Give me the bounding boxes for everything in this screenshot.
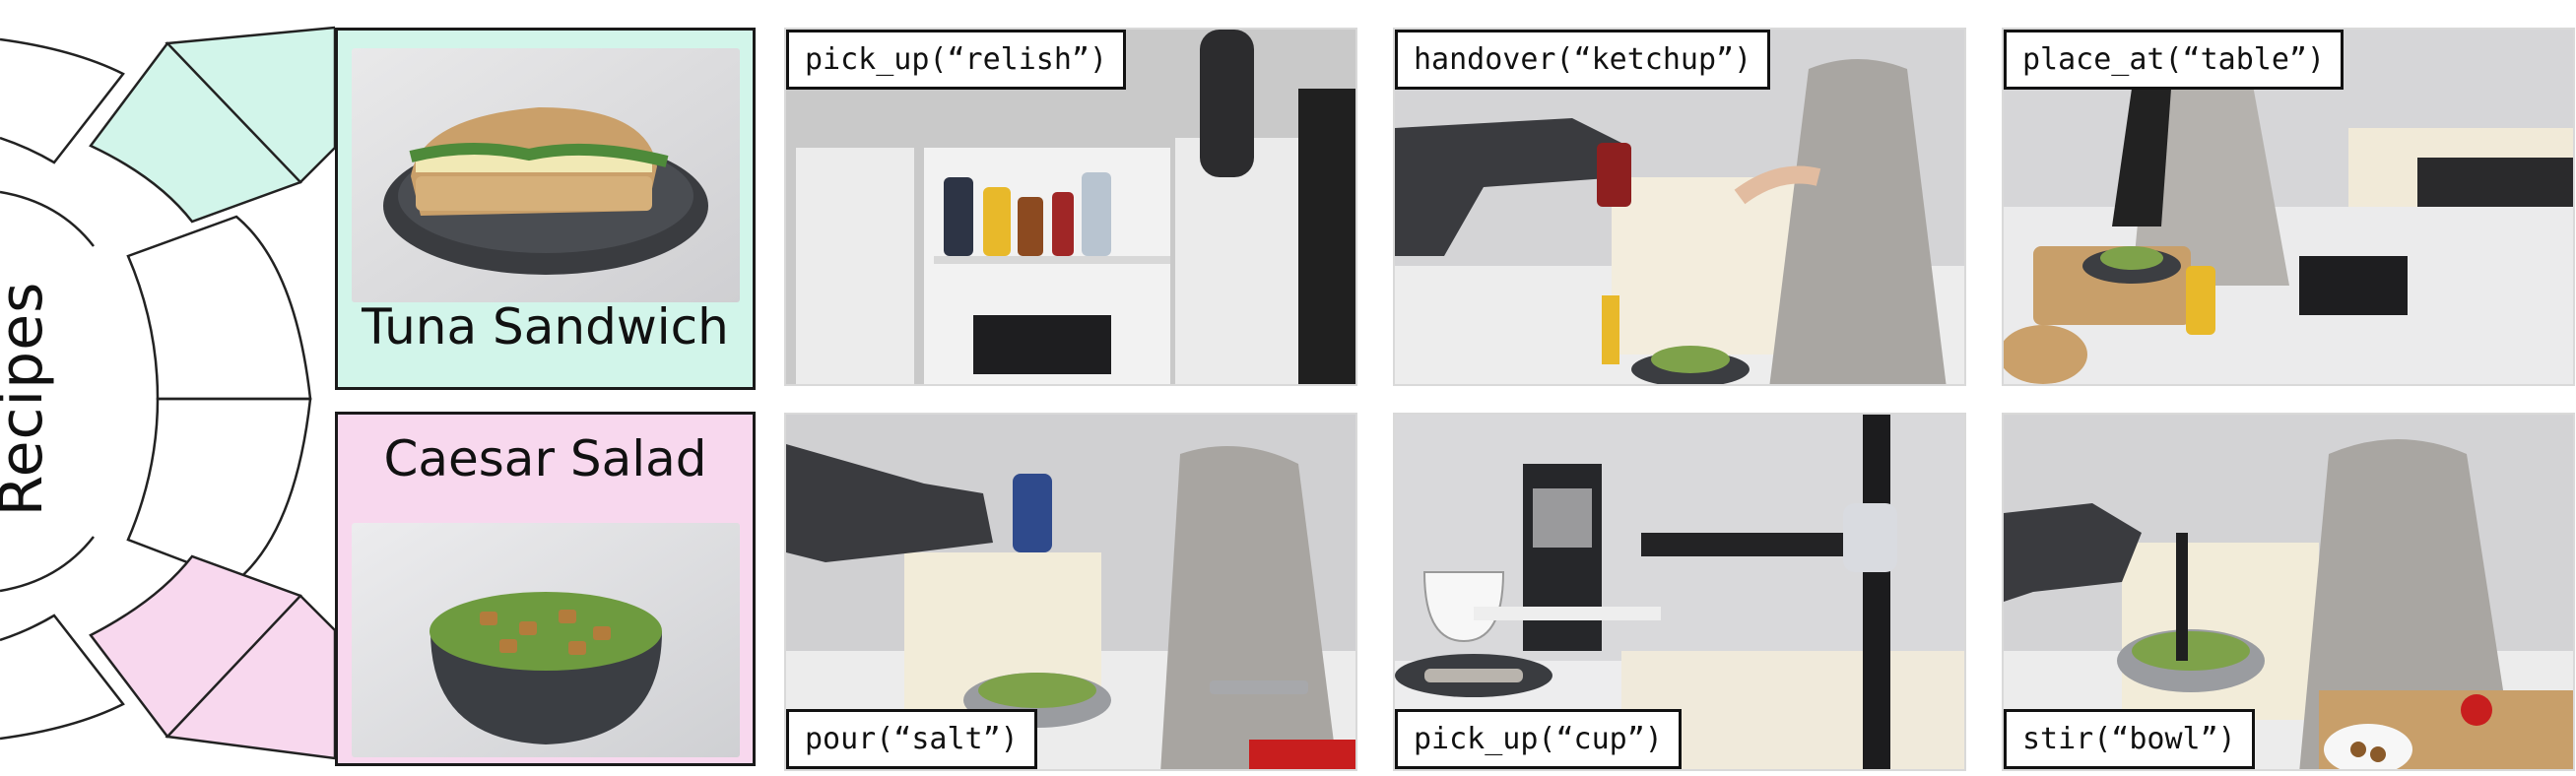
recipe-name: Caesar Salad xyxy=(383,430,707,487)
recipe-wheel xyxy=(0,26,335,760)
recipe-card-tuna-sandwich[interactable]: Tuna Sandwich xyxy=(335,28,756,390)
action-command: stir(“bowl”) xyxy=(2004,709,2255,769)
tuna-sandwich-photo xyxy=(352,48,740,302)
wheel-segment-middle-top xyxy=(126,215,312,401)
action-command: handover(“ketchup”) xyxy=(1395,30,1771,90)
action-scene-4: pour(“salt”) xyxy=(784,413,1357,771)
action-scene-2: handover(“ketchup”) xyxy=(1393,28,1966,386)
action-command: pick_up(“cup”) xyxy=(1395,709,1682,769)
tuna-connector xyxy=(165,26,335,184)
wheel-segment-bottom xyxy=(0,614,125,741)
caesar-connector xyxy=(165,594,335,760)
action-command: pick_up(“relish”) xyxy=(786,30,1127,90)
recipe-name: Tuna Sandwich xyxy=(362,298,729,356)
action-scene-3: place_at(“table”) xyxy=(2002,28,2575,386)
action-command: pour(“salt”) xyxy=(786,709,1037,769)
wheel-segment-middle-bottom xyxy=(126,397,312,583)
caesar-salad-photo xyxy=(352,523,740,757)
action-scene-5: pick_up(“cup”) xyxy=(1393,413,1966,771)
wheel-segment-top xyxy=(0,37,125,164)
action-command: place_at(“table”) xyxy=(2004,30,2345,90)
action-scene-6: stir(“bowl”) xyxy=(2002,413,2575,771)
recipes-label: Recipes xyxy=(0,281,56,517)
action-scene-1: pick_up(“relish”) xyxy=(784,28,1357,386)
recipe-card-caesar-salad[interactable]: Caesar Salad xyxy=(335,412,756,766)
